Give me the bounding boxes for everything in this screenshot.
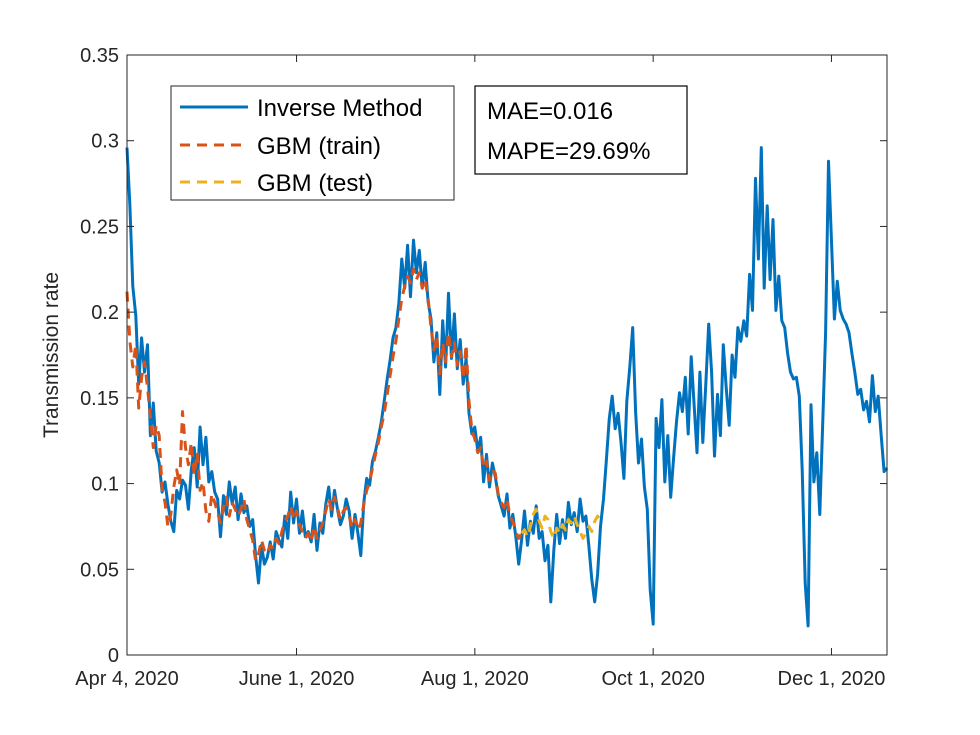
y-tick-label: 0.2 <box>91 302 119 324</box>
x-tick-label: Oct 1, 2020 <box>601 668 704 690</box>
y-tick-label: 0.3 <box>91 131 119 153</box>
y-tick-label: 0.25 <box>80 216 119 238</box>
y-tick-label: 0 <box>108 645 119 667</box>
y-axis: 0 0.05 0.1 0.15 0.2 0.25 0.3 0.35 <box>80 45 887 667</box>
plot-lines <box>125 146 889 628</box>
x-tick-label: Apr 4, 2020 <box>75 668 178 690</box>
series-inverse-method <box>125 146 889 628</box>
y-tick-label: 0.1 <box>91 474 119 496</box>
plot-area <box>126 54 888 656</box>
mae-label: MAE=0.016 <box>487 98 613 125</box>
y-tick-label: 0.05 <box>80 559 119 581</box>
x-axis: Apr 4, 2020 June 1, 2020 Aug 1, 2020 Oct 1,… <box>75 55 885 690</box>
x-tick-label: Aug 1, 2020 <box>421 668 529 690</box>
legend-label-gbm-train: GBM (train) <box>257 133 381 160</box>
y-tick-label: 0.35 <box>80 45 119 67</box>
x-tick-label: Dec 1, 2020 <box>778 668 886 690</box>
y-axis-label: Transmission rate <box>40 272 63 438</box>
metrics-box: MAE=0.016 MAPE=29.69% <box>474 85 688 175</box>
mape-label: MAPE=29.69% <box>487 138 650 165</box>
y-tick-label: 0.15 <box>80 388 119 410</box>
series-gbm-test <box>520 507 605 540</box>
legend: Inverse Method GBM (train) GBM (test) <box>170 85 455 201</box>
x-tick-label: June 1, 2020 <box>239 668 355 690</box>
legend-label-gbm-test: GBM (test) <box>257 170 373 197</box>
legend-label-inverse-method: Inverse Method <box>257 95 422 122</box>
metrics-box-border <box>474 85 688 175</box>
